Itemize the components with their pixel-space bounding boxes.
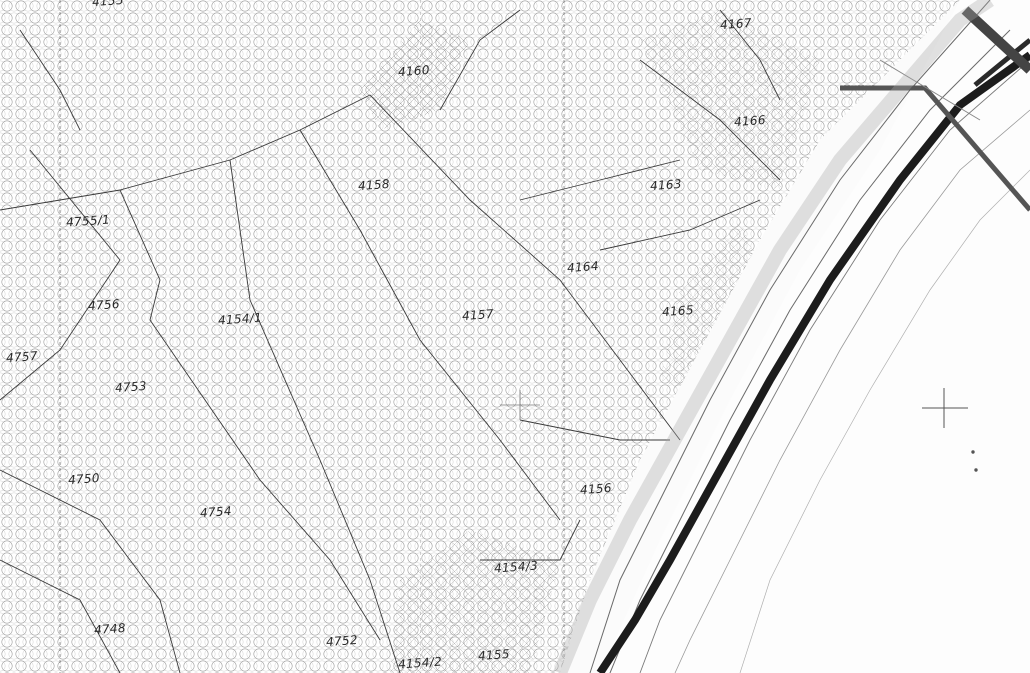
parcel-label-4757[interactable]: 4757 [5, 348, 39, 366]
parcel-label-4155-south[interactable]: 4155 [477, 646, 511, 664]
parcel-label-4166[interactable]: 4166 [733, 112, 767, 130]
parcel-label-4164[interactable]: 4164 [566, 258, 600, 276]
parcel-label-4752[interactable]: 4752 [325, 632, 359, 650]
survey-cross-mark-small [500, 390, 540, 420]
parcel-label-4157[interactable]: 4157 [461, 306, 495, 324]
parcel-label-4165[interactable]: 4165 [661, 302, 695, 320]
parcel-label-4163[interactable]: 4163 [649, 176, 683, 194]
parcel-boundaries [0, 9, 781, 673]
parcel-label-4158[interactable]: 4158 [357, 176, 391, 194]
parcel-label-4167[interactable]: 4167 [719, 15, 753, 33]
survey-cross-mark [922, 388, 978, 472]
parcel-label-4756[interactable]: 4756 [87, 296, 121, 314]
parcel-label-4750[interactable]: 4750 [67, 470, 101, 488]
parcel-label-4156[interactable]: 4156 [579, 480, 613, 498]
parcel-label-4748[interactable]: 4748 [93, 620, 127, 638]
parcel-label-4160[interactable]: 4160 [397, 62, 431, 80]
parcel-label-4753[interactable]: 4753 [114, 378, 148, 396]
parcel-label-4754[interactable]: 4754 [199, 503, 233, 521]
road-corridor [553, 0, 1030, 673]
